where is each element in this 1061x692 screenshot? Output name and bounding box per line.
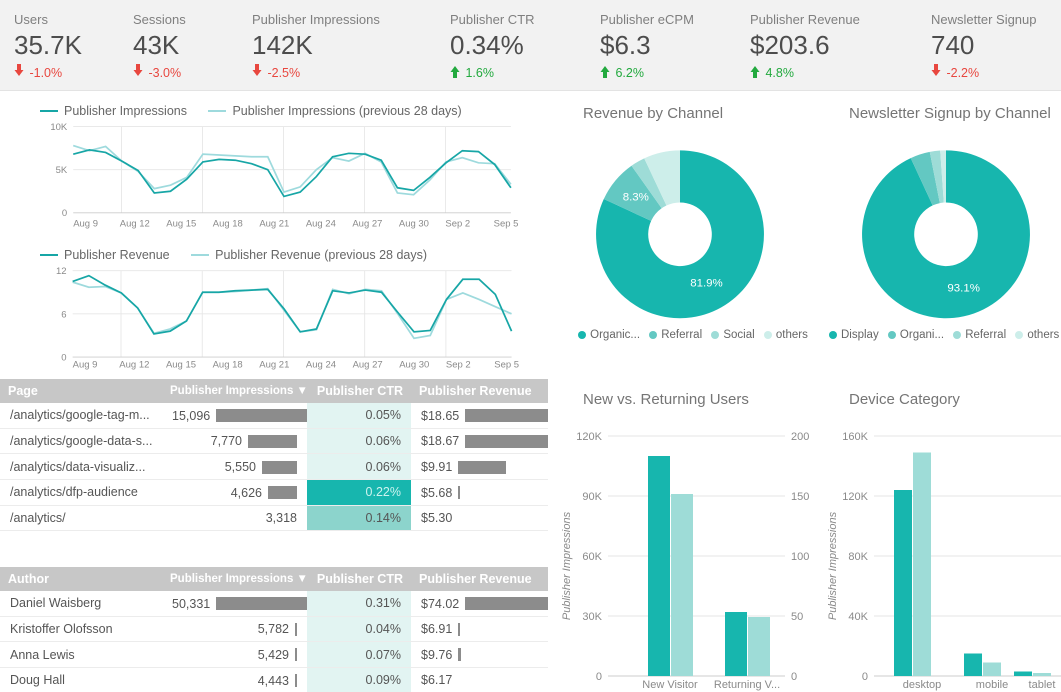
svg-text:Sep 5: Sep 5 xyxy=(494,359,519,370)
svg-text:Sep 2: Sep 2 xyxy=(445,219,470,230)
svg-text:60K: 60K xyxy=(582,551,602,563)
svg-text:10K: 10K xyxy=(50,122,68,133)
svg-text:Aug 30: Aug 30 xyxy=(399,219,429,230)
svg-text:5K: 5K xyxy=(56,165,68,176)
svg-text:30K: 30K xyxy=(582,611,602,623)
svg-text:0: 0 xyxy=(62,208,67,219)
svg-text:tablet: tablet xyxy=(1029,679,1056,691)
svg-text:Aug 18: Aug 18 xyxy=(213,359,243,370)
svg-text:0: 0 xyxy=(61,352,66,363)
svg-text:Aug 12: Aug 12 xyxy=(119,359,149,370)
svg-text:6: 6 xyxy=(61,309,66,320)
svg-text:0: 0 xyxy=(596,671,602,683)
svg-text:Aug 27: Aug 27 xyxy=(353,359,383,370)
svg-text:40K: 40K xyxy=(848,611,868,623)
svg-text:160K: 160K xyxy=(842,431,868,443)
svg-text:Aug 24: Aug 24 xyxy=(306,219,336,230)
svg-text:Publisher Impressions: Publisher Impressions xyxy=(561,511,573,620)
svg-text:Aug 30: Aug 30 xyxy=(399,359,429,370)
svg-text:0: 0 xyxy=(862,671,868,683)
svg-text:100: 100 xyxy=(791,551,809,563)
svg-text:90K: 90K xyxy=(582,491,602,503)
svg-text:93.1%: 93.1% xyxy=(947,283,980,295)
svg-text:Aug 15: Aug 15 xyxy=(166,359,196,370)
svg-text:150: 150 xyxy=(791,491,809,503)
svg-text:12: 12 xyxy=(56,266,67,277)
svg-text:Aug 27: Aug 27 xyxy=(352,219,382,230)
svg-text:Aug 21: Aug 21 xyxy=(259,219,289,230)
svg-text:Sep 2: Sep 2 xyxy=(446,359,471,370)
svg-text:120K: 120K xyxy=(576,431,602,443)
svg-text:desktop: desktop xyxy=(903,679,942,691)
svg-text:Aug 12: Aug 12 xyxy=(120,219,150,230)
svg-text:80K: 80K xyxy=(848,551,868,563)
svg-text:Sep 5: Sep 5 xyxy=(494,219,519,230)
svg-text:200: 200 xyxy=(791,431,809,443)
svg-text:120K: 120K xyxy=(842,491,868,503)
svg-text:Aug 18: Aug 18 xyxy=(213,219,243,230)
svg-text:81.9%: 81.9% xyxy=(690,277,723,289)
svg-text:mobile: mobile xyxy=(976,679,1008,691)
svg-text:50: 50 xyxy=(791,611,803,623)
svg-text:Aug 21: Aug 21 xyxy=(259,359,289,370)
svg-text:Publisher Impressions: Publisher Impressions xyxy=(827,511,839,620)
svg-text:Returning V...: Returning V... xyxy=(714,679,780,691)
svg-text:8.3%: 8.3% xyxy=(623,192,649,204)
svg-text:Aug 15: Aug 15 xyxy=(166,219,196,230)
svg-text:0: 0 xyxy=(791,671,797,683)
svg-text:New Visitor: New Visitor xyxy=(642,679,698,691)
svg-text:Aug 9: Aug 9 xyxy=(73,219,98,230)
svg-text:Aug 9: Aug 9 xyxy=(73,359,98,370)
svg-text:Aug 24: Aug 24 xyxy=(306,359,336,370)
